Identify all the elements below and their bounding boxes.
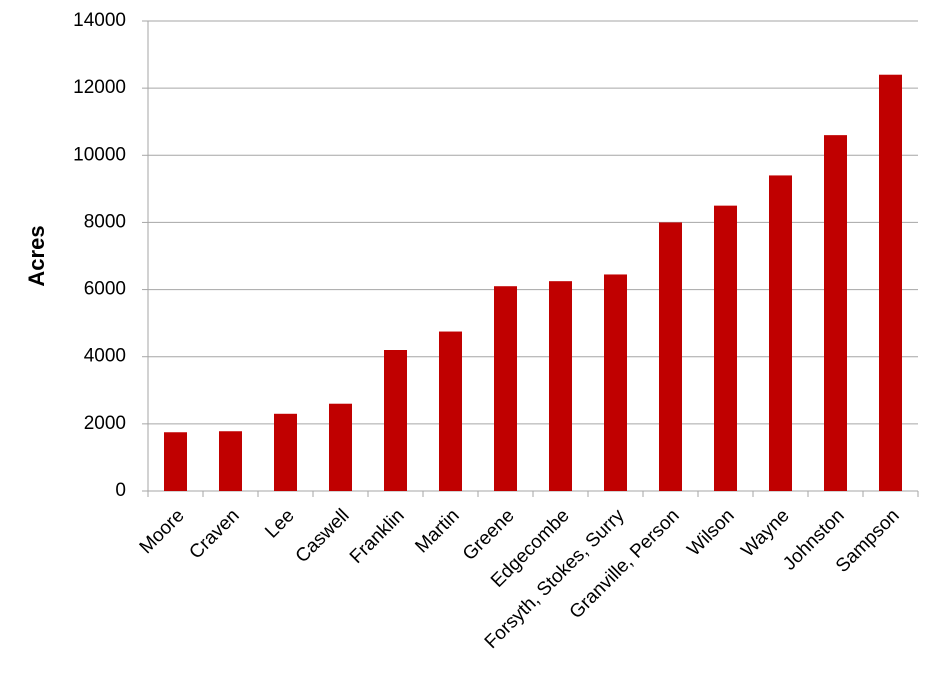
y-tick-label: 2000 <box>84 413 126 434</box>
bar <box>604 274 627 491</box>
x-tick-label: Craven <box>185 505 243 563</box>
bar <box>659 222 682 491</box>
bar <box>714 205 737 491</box>
bar <box>879 74 902 491</box>
bar <box>769 175 792 491</box>
bar <box>219 431 242 491</box>
bar <box>549 281 572 491</box>
bar <box>494 286 517 491</box>
y-tick-label: 12000 <box>73 77 126 98</box>
y-tick-label: 0 <box>115 480 126 501</box>
x-tick-label: Lee <box>261 505 298 542</box>
x-tick-label: Franklin <box>346 505 409 568</box>
y-axis-title: Acres <box>24 225 49 286</box>
y-tick-label: 4000 <box>84 346 126 367</box>
y-tick-label: 10000 <box>73 144 126 165</box>
x-tick-label: Caswell <box>292 505 354 567</box>
x-tick-label: Wilson <box>683 505 738 560</box>
bar <box>274 413 297 491</box>
y-tick-label: 14000 <box>73 10 126 31</box>
y-tick-label: 8000 <box>84 211 126 232</box>
x-tick-label: Moore <box>136 505 189 558</box>
bar <box>824 135 847 491</box>
y-tick-label: 6000 <box>84 279 126 300</box>
bar <box>384 350 407 491</box>
bar <box>439 331 462 491</box>
bar <box>329 403 352 491</box>
x-tick-label: Martin <box>411 505 463 557</box>
bar <box>164 432 187 491</box>
